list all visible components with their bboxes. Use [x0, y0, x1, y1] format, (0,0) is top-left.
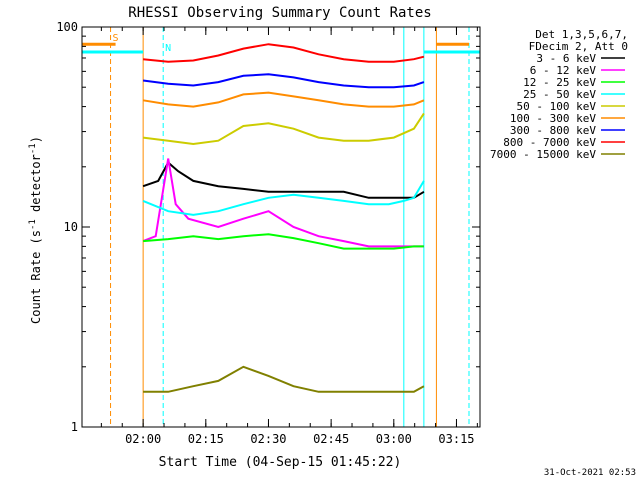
x-tick-label-3: 02:45 — [313, 432, 349, 446]
plot-frame — [81, 26, 481, 428]
plot-area: SN — [82, 27, 480, 427]
series-line-1 — [142, 158, 424, 248]
series-line-6 — [142, 73, 425, 89]
x-tick-label-0: 02:00 — [125, 432, 161, 446]
y-axis-label-main: Count Rate (s — [29, 230, 43, 324]
x-tick-label-1: 02:15 — [188, 432, 224, 446]
legend-label-4: 50 - 100 keV — [517, 100, 597, 113]
x-axis-label: Start Time (04-Sep-15 01:45:22) — [159, 455, 402, 470]
legend-label-0: 3 - 6 keV — [536, 52, 596, 65]
legend-label-1: 6 - 12 keV — [530, 64, 597, 77]
marker-label-1: N — [165, 43, 171, 54]
legend-label-2: 12 - 25 keV — [523, 76, 596, 89]
y-axis-label-sup1: -1 — [28, 219, 38, 230]
legend-header-0: Det 1,3,5,6,7, — [535, 28, 628, 41]
legend-label-6: 300 - 800 keV — [510, 124, 596, 137]
series-line-2 — [143, 233, 424, 250]
series-line-7 — [142, 43, 425, 63]
x-tick-label-2: 02:30 — [250, 432, 286, 446]
x-tick-label-4: 03:00 — [376, 432, 412, 446]
series-line-8 — [143, 365, 425, 393]
y-axis-label-sup2: -1 — [28, 143, 38, 154]
legend-label-5: 100 - 300 keV — [510, 112, 596, 125]
legend: Det 1,3,5,6,7,FDecim 2, Att 03 - 6 keV6 … — [490, 28, 628, 161]
y-axis-label-mid: detector — [29, 154, 43, 219]
series-line-5 — [142, 91, 425, 108]
x-axis: 02:00 02:15 02:30 02:45 03:00 03:15 — [100, 27, 478, 446]
legend-label-8: 7000 - 15000 keV — [490, 148, 596, 161]
y-tick-label-0: 1 — [71, 420, 78, 434]
x-tick-label-5: 03:15 — [438, 432, 474, 446]
timestamp: 31-Oct-2021 02:53 — [544, 468, 636, 478]
y-tick-label-1: 10 — [64, 220, 78, 234]
marker-label-0: S — [113, 33, 119, 44]
y-axis: 1 10 100 — [56, 20, 480, 434]
y-axis-label: Count Rate (s-1 detector-1) — [28, 136, 43, 324]
y-tick-label-2: 100 — [56, 20, 78, 34]
series-line-0 — [142, 161, 425, 199]
legend-header-1: FDecim 2, Att 0 — [529, 40, 628, 53]
series-line-4 — [142, 112, 425, 146]
legend-label-3: 25 - 50 keV — [523, 88, 596, 101]
y-axis-label-end: ) — [29, 136, 43, 143]
legend-label-7: 800 - 7000 keV — [503, 136, 596, 149]
series-line-3 — [142, 180, 425, 216]
chart-title: RHESSI Observing Summary Count Rates — [128, 5, 431, 21]
